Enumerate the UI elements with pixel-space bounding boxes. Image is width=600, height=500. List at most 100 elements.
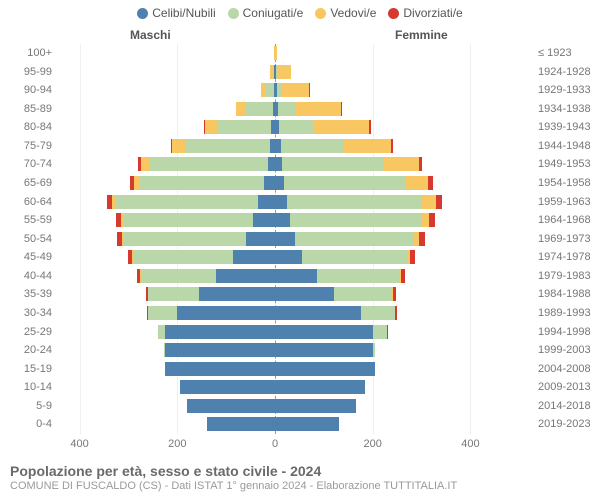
segment bbox=[290, 213, 422, 227]
age-label: 20-24 bbox=[0, 341, 52, 360]
age-label: 75-79 bbox=[0, 137, 52, 156]
age-label: 85-89 bbox=[0, 100, 52, 119]
segment bbox=[275, 232, 295, 246]
female-header: Femmine bbox=[395, 28, 448, 42]
age-label: 80-84 bbox=[0, 118, 52, 137]
legend-label: Coniugati/e bbox=[243, 6, 304, 20]
birth-label: 1934-1938 bbox=[538, 100, 600, 119]
segment bbox=[429, 213, 435, 227]
bar-female bbox=[275, 139, 393, 153]
birth-label: 1959-1963 bbox=[538, 193, 600, 212]
bar-male bbox=[128, 250, 275, 264]
bar-female bbox=[275, 83, 309, 97]
segment bbox=[317, 269, 400, 283]
segment bbox=[180, 380, 275, 394]
segment bbox=[268, 157, 275, 171]
birth-label: 1924-1928 bbox=[538, 63, 600, 82]
x-axis: 4002000200400 bbox=[60, 438, 490, 454]
age-label: 45-49 bbox=[0, 248, 52, 267]
bar-female bbox=[275, 120, 371, 134]
pyramid-row bbox=[60, 360, 490, 379]
chart-subtitle: COMUNE DI FUSCALDO (CS) - Dati ISTAT 1° … bbox=[10, 480, 457, 494]
birth-label: 1944-1948 bbox=[538, 137, 600, 156]
birth-label: 2014-2018 bbox=[538, 397, 600, 416]
legend: Celibi/NubiliConiugati/eVedovi/eDivorzia… bbox=[0, 0, 600, 20]
segment bbox=[205, 120, 217, 134]
segment bbox=[177, 306, 275, 320]
segment bbox=[284, 176, 406, 190]
legend-label: Vedovi/e bbox=[330, 6, 376, 20]
pyramid-row bbox=[60, 63, 490, 82]
segment bbox=[275, 362, 375, 376]
age-label: 15-19 bbox=[0, 360, 52, 379]
bar-male bbox=[138, 157, 275, 171]
segment bbox=[148, 287, 199, 301]
segment bbox=[275, 325, 373, 339]
segment bbox=[246, 102, 273, 116]
segment bbox=[275, 157, 282, 171]
bar-male bbox=[116, 213, 275, 227]
pyramid-row bbox=[60, 174, 490, 193]
segment bbox=[422, 195, 437, 209]
bar-male bbox=[146, 287, 275, 301]
pyramid-row bbox=[60, 397, 490, 416]
bar-female bbox=[275, 157, 422, 171]
pyramid-row bbox=[60, 118, 490, 137]
segment bbox=[422, 213, 429, 227]
legend-item: Vedovi/e bbox=[315, 6, 376, 20]
pyramid-row bbox=[60, 415, 490, 434]
bar-female bbox=[275, 269, 405, 283]
bar-male bbox=[137, 269, 275, 283]
segment bbox=[419, 157, 422, 171]
segment bbox=[275, 213, 290, 227]
segment bbox=[334, 287, 393, 301]
segment bbox=[124, 232, 246, 246]
birth-label: 1939-1943 bbox=[538, 118, 600, 137]
age-label: 40-44 bbox=[0, 267, 52, 286]
pyramid-row bbox=[60, 81, 490, 100]
segment bbox=[419, 232, 425, 246]
bar-male bbox=[207, 417, 275, 431]
bar-male bbox=[117, 232, 275, 246]
segment bbox=[275, 46, 277, 60]
segment bbox=[187, 399, 275, 413]
legend-swatch bbox=[228, 8, 239, 19]
pyramid-row bbox=[60, 285, 490, 304]
age-label: 25-29 bbox=[0, 323, 52, 342]
birth-label: 1989-1993 bbox=[538, 304, 600, 323]
segment bbox=[282, 157, 385, 171]
segment bbox=[165, 362, 275, 376]
birth-label: 1964-1968 bbox=[538, 211, 600, 230]
segment bbox=[410, 250, 415, 264]
segment bbox=[275, 343, 373, 357]
segment bbox=[281, 139, 345, 153]
segment bbox=[436, 195, 442, 209]
segment bbox=[275, 269, 317, 283]
bar-male bbox=[165, 362, 275, 376]
segment bbox=[233, 250, 275, 264]
birth-label: 1949-1953 bbox=[538, 155, 600, 174]
birth-label: 1954-1958 bbox=[538, 174, 600, 193]
segment bbox=[384, 157, 418, 171]
x-tick: 400 bbox=[461, 438, 479, 450]
segment bbox=[140, 176, 265, 190]
segment bbox=[275, 195, 287, 209]
age-label: 60-64 bbox=[0, 193, 52, 212]
birth-label: 1999-2003 bbox=[538, 341, 600, 360]
segment bbox=[275, 306, 361, 320]
birth-label: 1929-1933 bbox=[538, 81, 600, 100]
segment bbox=[406, 176, 428, 190]
x-tick: 200 bbox=[168, 438, 186, 450]
pyramid-row bbox=[60, 341, 490, 360]
age-label: 70-74 bbox=[0, 155, 52, 174]
pyramid-row bbox=[60, 323, 490, 342]
pyramid-row bbox=[60, 100, 490, 119]
pyramid-row bbox=[60, 193, 490, 212]
birth-label: 1994-1998 bbox=[538, 323, 600, 342]
segment bbox=[395, 306, 397, 320]
legend-swatch bbox=[315, 8, 326, 19]
bar-male bbox=[158, 325, 275, 339]
bar-male bbox=[261, 83, 275, 97]
x-tick: 0 bbox=[272, 438, 278, 450]
bar-female bbox=[275, 213, 435, 227]
